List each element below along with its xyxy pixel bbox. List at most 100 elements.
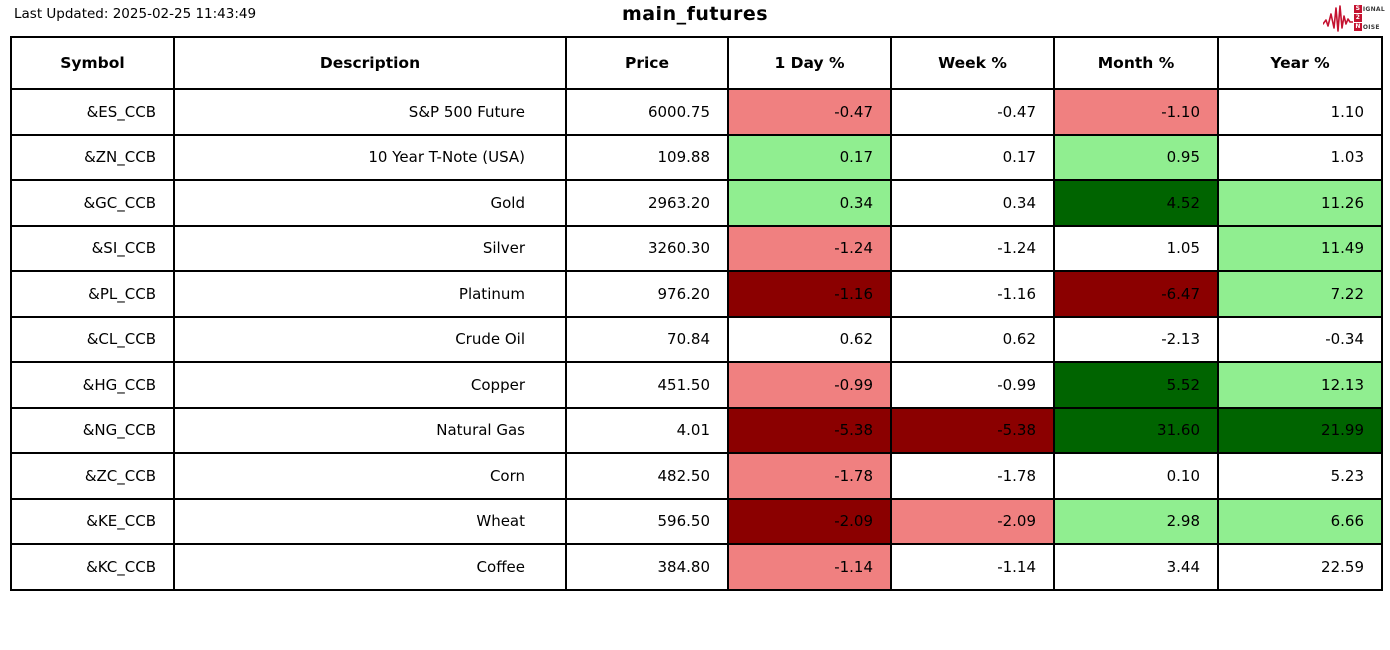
week-percent-cell: -5.38	[890, 406, 1055, 454]
table-header-row: Symbol Description Price 1 Day % Week % Month…	[10, 36, 1383, 90]
table-row: &GC_CCB Gold 2963.20 0.34 0.34 4.52 11.26	[10, 179, 1383, 227]
day-percent-cell: -0.47	[727, 88, 892, 136]
price-cell: 2963.20	[565, 179, 729, 227]
price-cell: 596.50	[565, 497, 729, 545]
day-percent-cell: -1.24	[727, 224, 892, 272]
month-percent-cell: 0.10	[1053, 452, 1219, 500]
year-percent-cell: 1.03	[1217, 133, 1383, 181]
logo-text: S IGNAL 2 N OISE	[1353, 5, 1385, 31]
price-cell: 384.80	[565, 543, 729, 591]
month-percent-cell: 4.52	[1053, 179, 1219, 227]
description-cell: Wheat	[173, 497, 567, 545]
week-percent-cell: 0.17	[890, 133, 1055, 181]
symbol-cell: &ES_CCB	[10, 88, 175, 136]
price-cell: 4.01	[565, 406, 729, 454]
futures-table: Symbol Description Price 1 Day % Week % Month…	[10, 36, 1383, 591]
year-percent-cell: 11.49	[1217, 224, 1383, 272]
symbol-cell: &ZN_CCB	[10, 133, 175, 181]
price-cell: 451.50	[565, 361, 729, 409]
table-row: &KE_CCB Wheat 596.50 -2.09 -2.09 2.98 6.66	[10, 497, 1383, 545]
column-header-month: Month %	[1053, 36, 1219, 90]
year-percent-cell: 11.26	[1217, 179, 1383, 227]
week-percent-cell: -1.14	[890, 543, 1055, 591]
description-cell: Copper	[173, 361, 567, 409]
symbol-cell: &KC_CCB	[10, 543, 175, 591]
day-percent-cell: -5.38	[727, 406, 892, 454]
day-percent-cell: -1.78	[727, 452, 892, 500]
month-percent-cell: 5.52	[1053, 361, 1219, 409]
price-cell: 70.84	[565, 315, 729, 363]
symbol-cell: &SI_CCB	[10, 224, 175, 272]
month-percent-cell: -2.13	[1053, 315, 1219, 363]
table-row: &KC_CCB Coffee 384.80 -1.14 -1.14 3.44 22.59	[10, 543, 1383, 591]
week-percent-cell: -1.24	[890, 224, 1055, 272]
price-cell: 3260.30	[565, 224, 729, 272]
page-title: main_futures	[621, 3, 769, 25]
week-percent-cell: -1.78	[890, 452, 1055, 500]
week-percent-cell: -0.99	[890, 361, 1055, 409]
column-header-price: Price	[565, 36, 729, 90]
week-percent-cell: -0.47	[890, 88, 1055, 136]
symbol-cell: &GC_CCB	[10, 179, 175, 227]
symbol-cell: &PL_CCB	[10, 270, 175, 318]
table-row: &ZC_CCB Corn 482.50 -1.78 -1.78 0.10 5.23	[10, 452, 1383, 500]
year-percent-cell: 6.66	[1217, 497, 1383, 545]
symbol-cell: &HG_CCB	[10, 361, 175, 409]
year-percent-cell: 7.22	[1217, 270, 1383, 318]
column-header-symbol: Symbol	[10, 36, 175, 90]
table-row: &NG_CCB Natural Gas 4.01 -5.38 -5.38 31.60 21.…	[10, 406, 1383, 454]
month-percent-cell: 3.44	[1053, 543, 1219, 591]
logo-line-noise: N OISE	[1353, 23, 1380, 31]
month-percent-cell: -6.47	[1053, 270, 1219, 318]
day-percent-cell: 0.62	[727, 315, 892, 363]
description-cell: Coffee	[173, 543, 567, 591]
column-header-description: Description	[173, 36, 567, 90]
day-percent-cell: -0.99	[727, 361, 892, 409]
description-cell: Crude Oil	[173, 315, 567, 363]
column-header-year: Year %	[1217, 36, 1383, 90]
week-percent-cell: -1.16	[890, 270, 1055, 318]
symbol-cell: &ZC_CCB	[10, 452, 175, 500]
description-cell: S&P 500 Future	[173, 88, 567, 136]
signal2noise-logo: S IGNAL 2 N OISE	[1322, 2, 1385, 34]
symbol-cell: &NG_CCB	[10, 406, 175, 454]
year-percent-cell: 22.59	[1217, 543, 1383, 591]
table-row: &SI_CCB Silver 3260.30 -1.24 -1.24 1.05 11.49	[10, 224, 1383, 272]
year-percent-cell: 21.99	[1217, 406, 1383, 454]
week-percent-cell: -2.09	[890, 497, 1055, 545]
symbol-cell: &KE_CCB	[10, 497, 175, 545]
year-percent-cell: 12.13	[1217, 361, 1383, 409]
price-cell: 6000.75	[565, 88, 729, 136]
day-percent-cell: 0.34	[727, 179, 892, 227]
description-cell: Platinum	[173, 270, 567, 318]
table-body: &ES_CCB S&P 500 Future 6000.75 -0.47 -0.47 -1…	[10, 88, 1383, 591]
price-cell: 482.50	[565, 452, 729, 500]
table-row: &CL_CCB Crude Oil 70.84 0.62 0.62 -2.13 -0.34	[10, 315, 1383, 363]
logo-line-2: 2	[1353, 14, 1385, 22]
price-cell: 976.20	[565, 270, 729, 318]
price-cell: 109.88	[565, 133, 729, 181]
month-percent-cell: 0.95	[1053, 133, 1219, 181]
description-cell: Corn	[173, 452, 567, 500]
table-row: &ES_CCB S&P 500 Future 6000.75 -0.47 -0.47 -1…	[10, 88, 1383, 136]
logo-letter-2: 2	[1353, 14, 1362, 22]
symbol-cell: &CL_CCB	[10, 315, 175, 363]
top-bar: Last Updated: 2025-02-25 11:43:49 main_f…	[0, 0, 1390, 36]
waveform-icon	[1322, 5, 1353, 32]
table-row: &HG_CCB Copper 451.50 -0.99 -0.99 5.52 12.13	[10, 361, 1383, 409]
year-percent-cell: -0.34	[1217, 315, 1383, 363]
day-percent-cell: 0.17	[727, 133, 892, 181]
year-percent-cell: 1.10	[1217, 88, 1383, 136]
last-updated-timestamp: Last Updated: 2025-02-25 11:43:49	[14, 6, 257, 22]
logo-letter-s: S	[1353, 5, 1362, 13]
year-percent-cell: 5.23	[1217, 452, 1383, 500]
column-header-week: Week %	[890, 36, 1055, 90]
month-percent-cell: 2.98	[1053, 497, 1219, 545]
day-percent-cell: -1.14	[727, 543, 892, 591]
month-percent-cell: 1.05	[1053, 224, 1219, 272]
month-percent-cell: -1.10	[1053, 88, 1219, 136]
month-percent-cell: 31.60	[1053, 406, 1219, 454]
table-row: &PL_CCB Platinum 976.20 -1.16 -1.16 -6.47 7.22	[10, 270, 1383, 318]
logo-line-signal: S IGNAL	[1353, 5, 1385, 13]
description-cell: 10 Year T-Note (USA)	[173, 133, 567, 181]
